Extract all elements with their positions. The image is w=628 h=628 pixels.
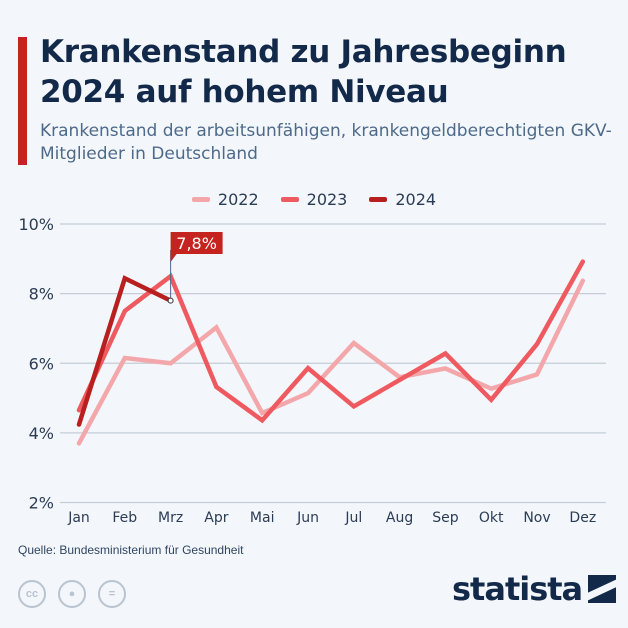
x-tick-label: Jul <box>344 510 362 526</box>
y-tick-label: 6% <box>29 354 54 373</box>
x-tick-label: Nov <box>523 510 550 526</box>
line-chart: 2% 4% 6% 8% 10% Jan Feb Mrz Apr Mai Jun Jul Aug Sep Ok… <box>18 215 606 526</box>
chart-title: Krankenstand zu Jahresbeginn 2024 auf ho… <box>40 34 567 110</box>
x-tick-label: Feb <box>112 510 137 526</box>
y-tick-label: 8% <box>29 285 54 304</box>
x-tick-label: Dez <box>569 510 596 526</box>
no-derivatives-icon: = <box>98 580 126 608</box>
statista-logo: statista <box>452 570 617 608</box>
source: Quelle: Bundesministerium für Gesundheit <box>18 543 244 557</box>
series-line-2023 <box>76 259 586 424</box>
x-tick-label: Mai <box>250 510 275 526</box>
logo-mark-icon <box>588 575 617 603</box>
legend-swatch <box>280 197 299 202</box>
x-tick-label: Sep <box>432 510 459 526</box>
y-tick-label: 10% <box>18 215 54 234</box>
legend-swatch <box>191 197 210 202</box>
series-line-2024 <box>76 275 173 427</box>
legend: 2022 2023 2024 <box>0 190 628 209</box>
legend-item-2022: 2022 <box>191 190 259 209</box>
legend-swatch <box>369 197 388 202</box>
legend-item-2024: 2024 <box>369 190 436 209</box>
series-line-2022 <box>76 278 586 446</box>
annotation-box <box>170 232 223 262</box>
annotation-label: 7,8% <box>176 234 217 253</box>
accent-bar <box>18 37 27 165</box>
legend-label: 2023 <box>306 190 348 209</box>
attribution-icon: ● <box>58 580 86 608</box>
cc-icon: cc <box>18 580 46 608</box>
x-tick-label: Jan <box>67 510 90 526</box>
y-tick-label: 4% <box>29 424 54 443</box>
x-tick-label: Apr <box>204 510 228 526</box>
x-tick-label: Okt <box>479 510 504 526</box>
logo-text: statista <box>452 570 583 608</box>
y-tick-label: 2% <box>29 494 54 513</box>
x-tick-label: Aug <box>386 510 413 526</box>
chart-subtitle: Krankenstand der arbeitsunfähigen, krank… <box>40 121 612 164</box>
legend-item-2023: 2023 <box>280 190 348 209</box>
legend-label: 2022 <box>217 190 259 209</box>
legend-label: 2024 <box>395 190 437 209</box>
x-tick-label: Jun <box>296 510 319 526</box>
x-tick-label: Mrz <box>158 510 183 526</box>
annotation-marker <box>167 297 174 304</box>
